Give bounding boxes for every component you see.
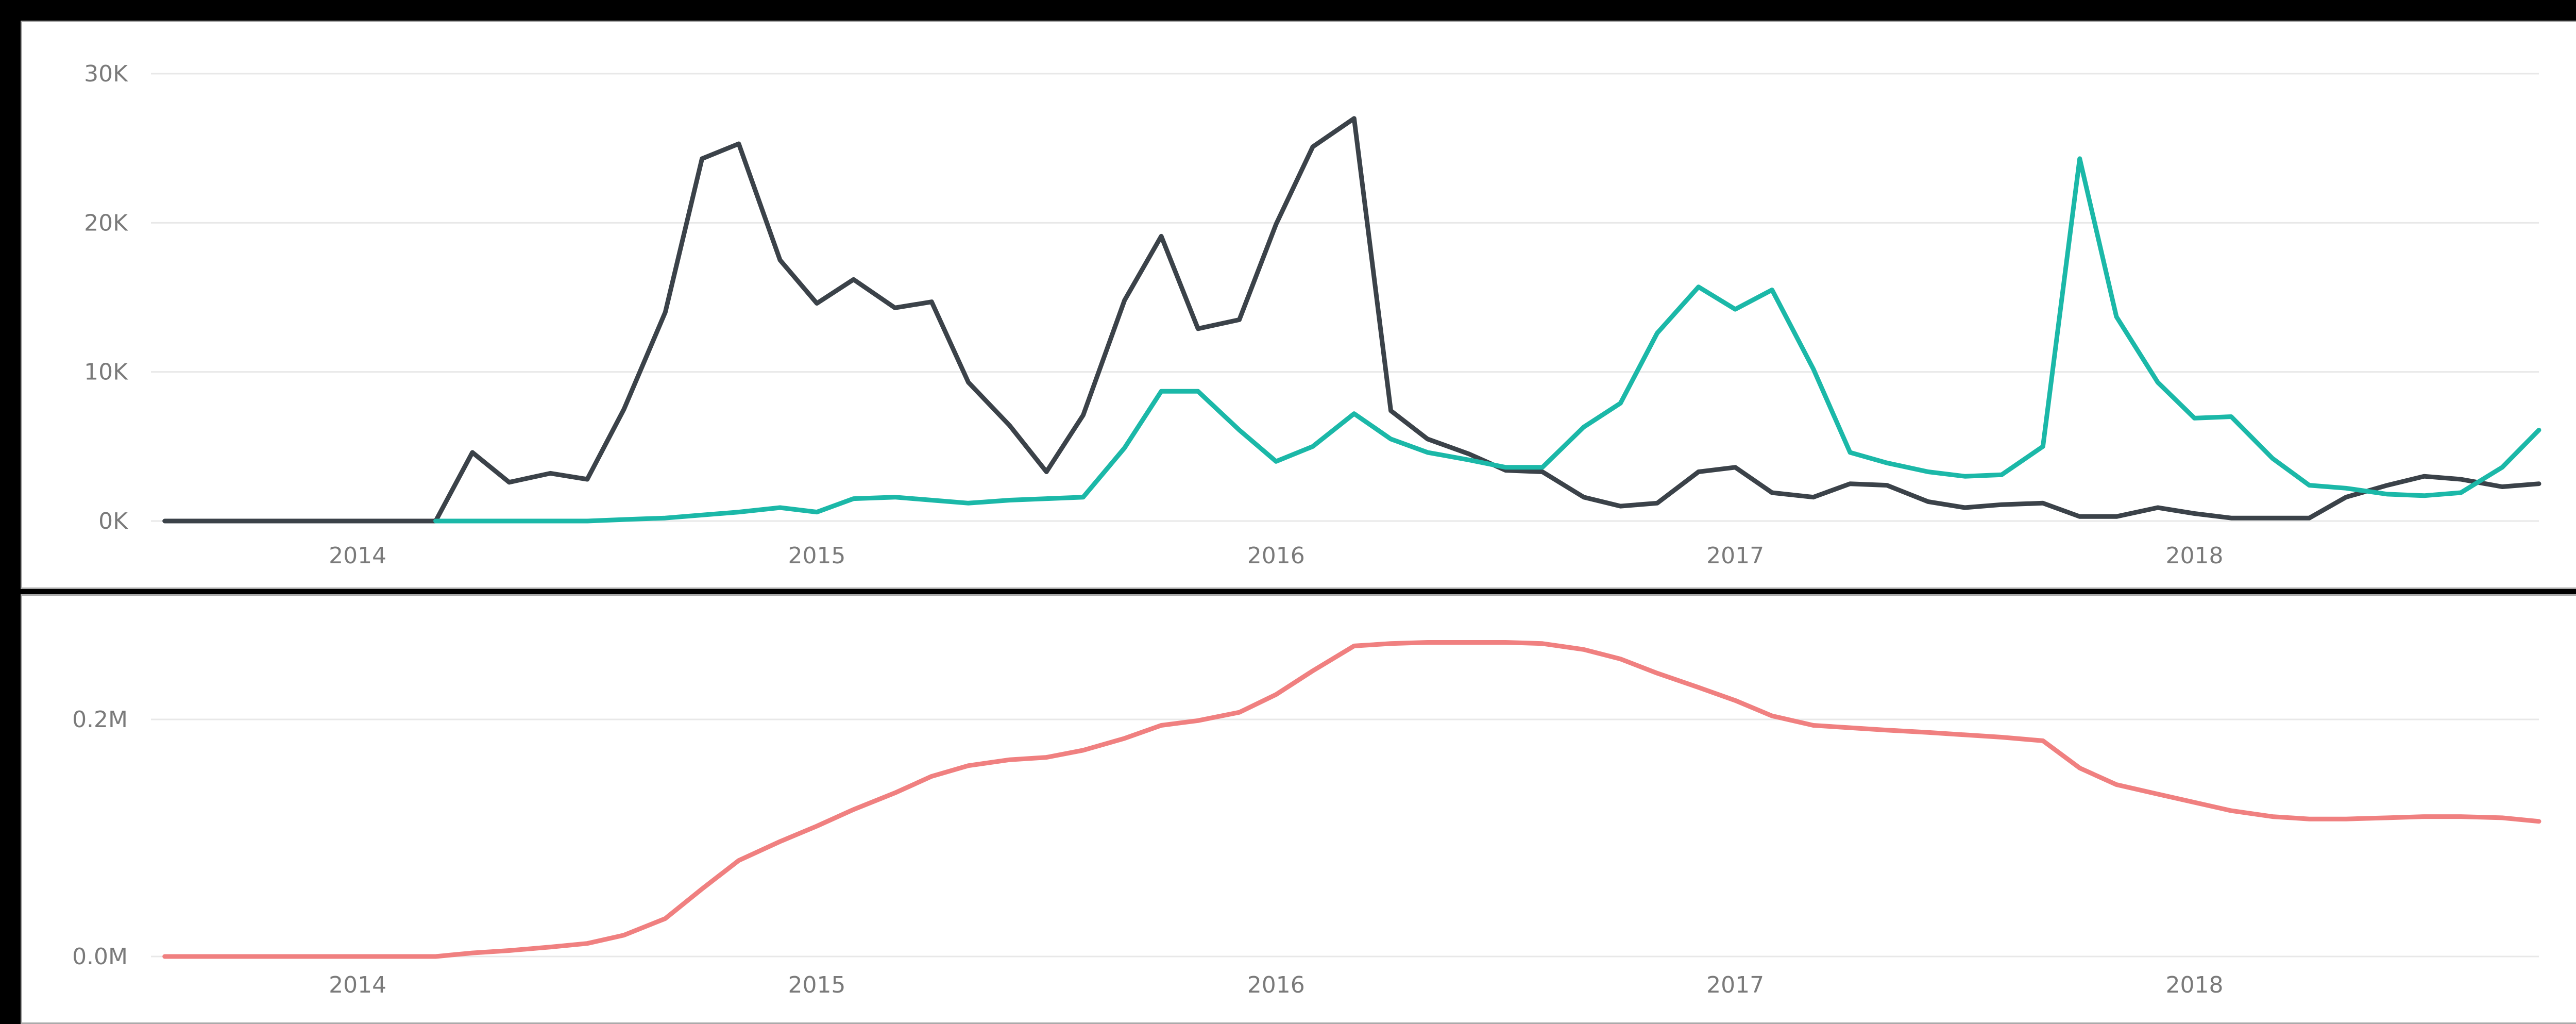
- x-tick-label: 2016: [1247, 972, 1305, 998]
- y-tick-label: 0.0M: [72, 944, 128, 970]
- y-tick-label: 0K: [98, 508, 128, 534]
- y-tick-label: 30K: [84, 61, 128, 87]
- y-tick-label: 0.2M: [72, 707, 128, 733]
- top-line-chart: 0K 10K 20K 30K 2014 2015 2016 2017 2018: [84, 61, 2541, 569]
- x-tick-label: 2014: [329, 972, 386, 998]
- series-line: [162, 640, 2541, 959]
- top-chart-panel: 0K 10K 20K 30K 2014 2015 2016 2017 2018: [21, 21, 2576, 589]
- x-tick-label: 2015: [788, 543, 845, 569]
- x-tick-label: 2017: [1706, 972, 1764, 998]
- series-line: [162, 116, 2541, 524]
- x-tick-label: 2018: [2165, 972, 2223, 998]
- x-tick-label: 2018: [2165, 543, 2223, 569]
- x-tick-label: 2016: [1247, 543, 1305, 569]
- series-line: [433, 156, 2541, 524]
- x-tick-label: 2015: [788, 972, 845, 998]
- y-tick-label: 20K: [84, 210, 128, 236]
- y-tick-label: 10K: [84, 359, 128, 385]
- bottom-line-chart: 0.0M 0.2M 2014 2015 2016 2017 2018: [72, 640, 2541, 998]
- bottom-chart-panel: 0.0M 0.2M 2014 2015 2016 2017 2018: [21, 594, 2576, 1024]
- x-tick-label: 2014: [329, 543, 386, 569]
- x-tick-label: 2017: [1706, 543, 1764, 569]
